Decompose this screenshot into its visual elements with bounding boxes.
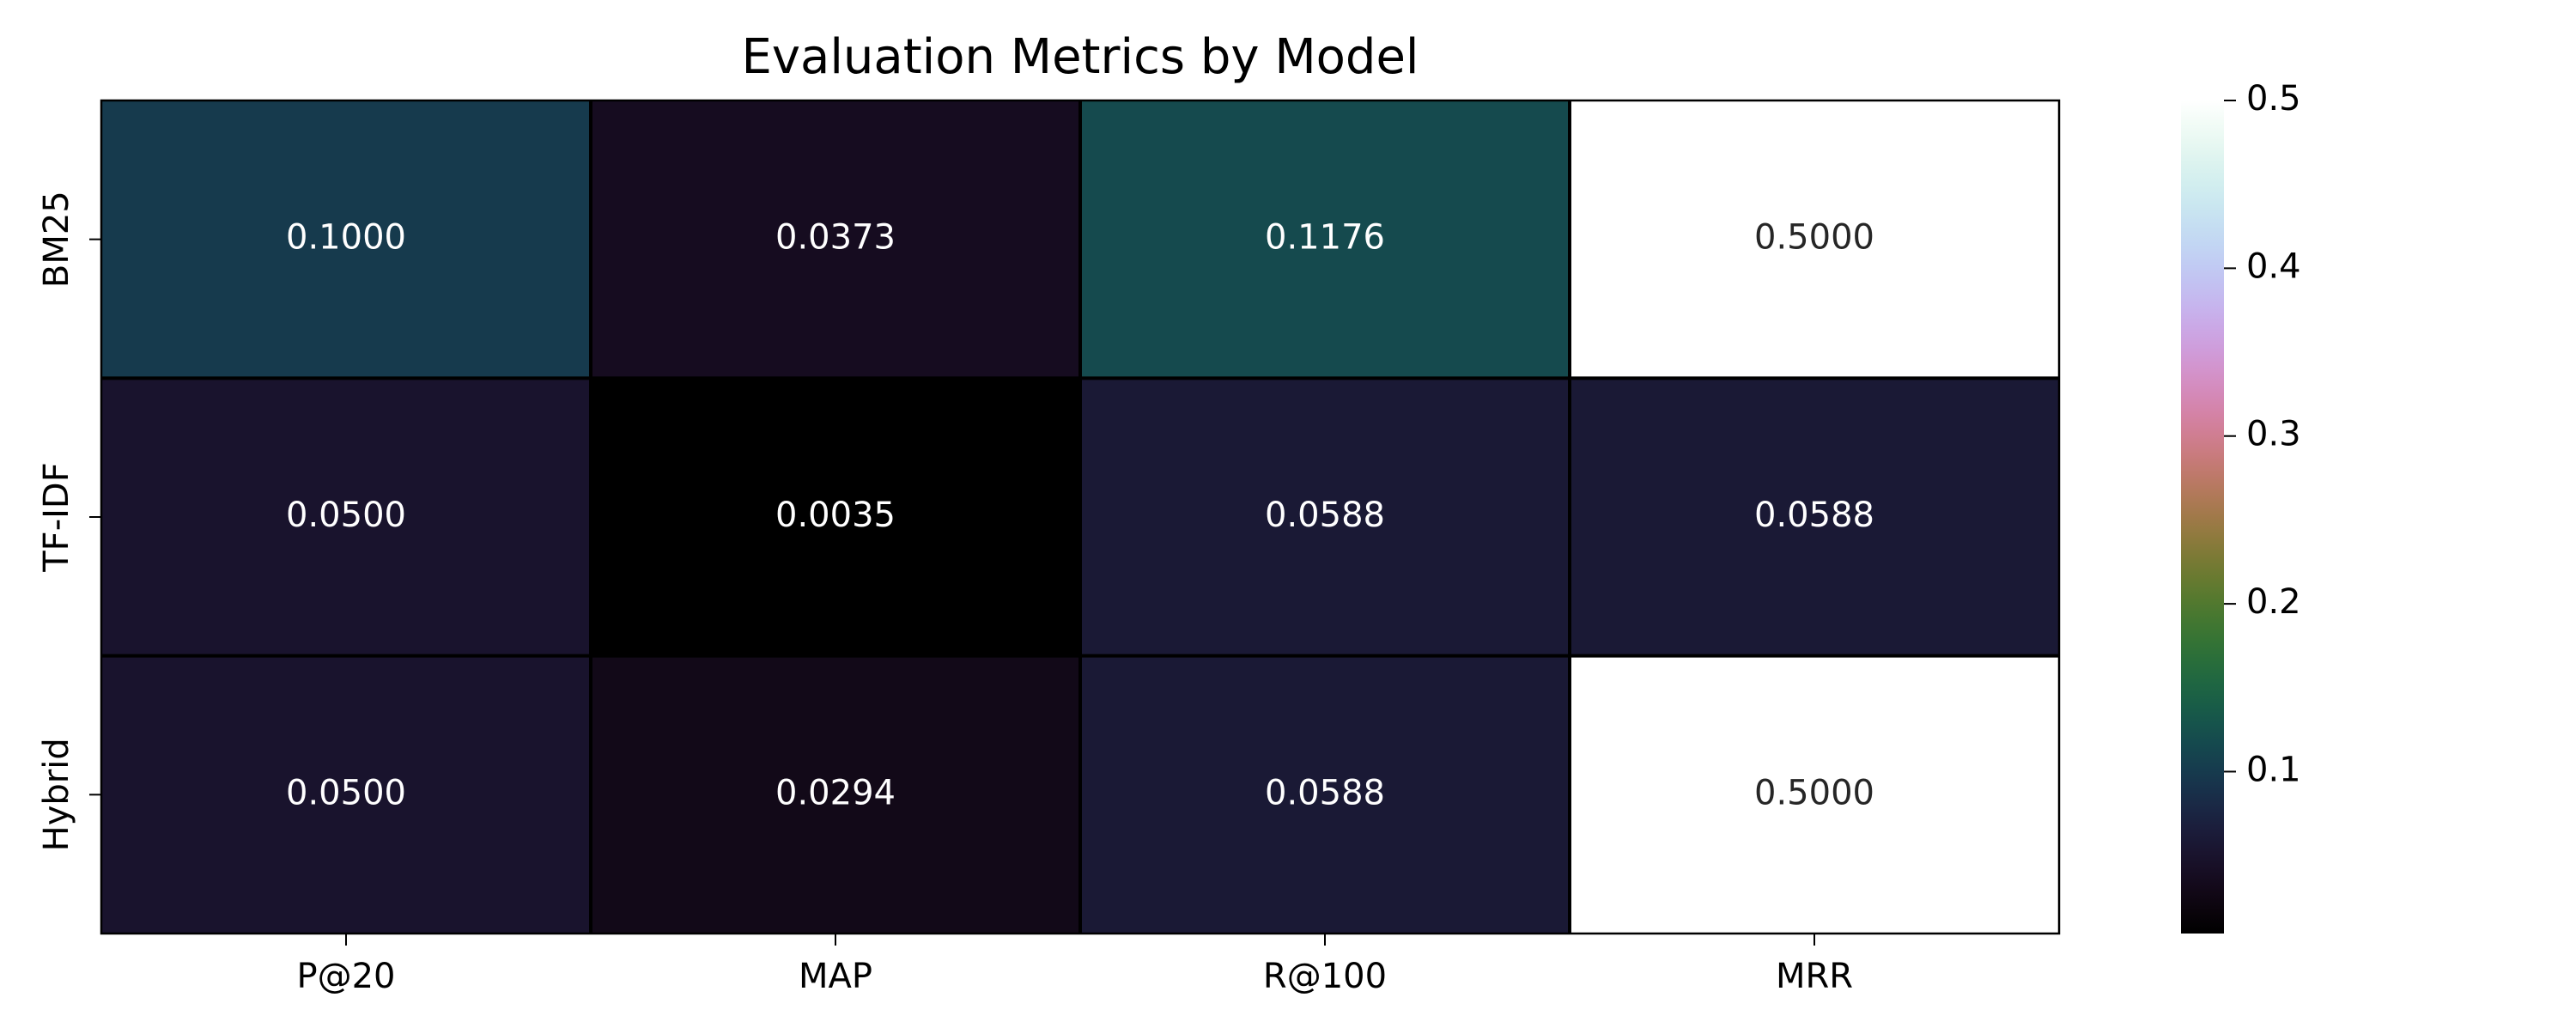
cell-value-label: 0.0588	[1754, 496, 1874, 535]
heatmap-cell	[1570, 378, 2059, 656]
colorbar: 0.1 0.2 0.3 0.4 0.5	[2181, 79, 2301, 934]
x-tick-label: MRR	[1776, 957, 1853, 996]
cell-value-label: 0.1000	[286, 218, 406, 258]
heatmap-cell	[591, 100, 1080, 379]
heatmap-cell	[1570, 655, 2059, 934]
y-axis: BM25 TF-IDF Hybrid	[37, 191, 101, 851]
heatmap-cell	[591, 378, 1080, 656]
x-tick-label: MAP	[799, 957, 872, 996]
cell-value-label: 0.0294	[775, 773, 896, 812]
cell-borders	[101, 100, 2059, 934]
heatmap-cell	[101, 378, 591, 656]
x-axis: P@20 MAP R@100 MRR	[296, 934, 1853, 996]
cell-value-label: 0.0035	[775, 496, 896, 535]
colorbar-ticks: 0.1 0.2 0.3 0.4 0.5	[2224, 79, 2301, 789]
x-tick-label: R@100	[1263, 957, 1387, 996]
colorbar-tick-label: 0.5	[2246, 79, 2301, 119]
colorbar-tick-label: 0.4	[2246, 246, 2301, 286]
colorbar-tick-label: 0.1	[2246, 750, 2301, 789]
heatmap-cells: 0.1000 0.0373 0.1176 0.5000 0.0500 0.0035 0.05…	[101, 100, 2059, 934]
cell-value-label: 0.0500	[286, 496, 406, 535]
y-tick-label: BM25	[37, 191, 76, 288]
heatmap-cell	[1080, 378, 1570, 656]
colorbar-tick-label: 0.3	[2246, 415, 2301, 454]
cell-value-label: 0.1176	[1265, 218, 1385, 258]
x-tick-label: P@20	[296, 957, 395, 996]
heatmap-cell	[1080, 655, 1570, 934]
heatmap-cell	[101, 655, 591, 934]
y-tick-label: TF-IDF	[37, 462, 76, 572]
heatmap-cell	[101, 100, 591, 379]
cell-value-label: 0.5000	[1754, 773, 1874, 812]
cell-value-label: 0.0588	[1265, 496, 1385, 535]
cell-value-label: 0.0500	[286, 773, 406, 812]
cell-value-label: 0.5000	[1754, 218, 1874, 258]
chart-title: Evaluation Metrics by Model	[742, 29, 1419, 85]
heatmap-cell	[591, 655, 1080, 934]
y-tick-label: Hybrid	[37, 738, 76, 851]
heatmap-cell	[1080, 100, 1570, 379]
heatmap-cell	[1570, 100, 2059, 379]
cell-value-label: 0.0373	[775, 218, 896, 258]
colorbar-gradient	[2181, 100, 2224, 934]
colorbar-tick-label: 0.2	[2246, 582, 2301, 622]
cell-value-label: 0.0588	[1265, 773, 1385, 812]
